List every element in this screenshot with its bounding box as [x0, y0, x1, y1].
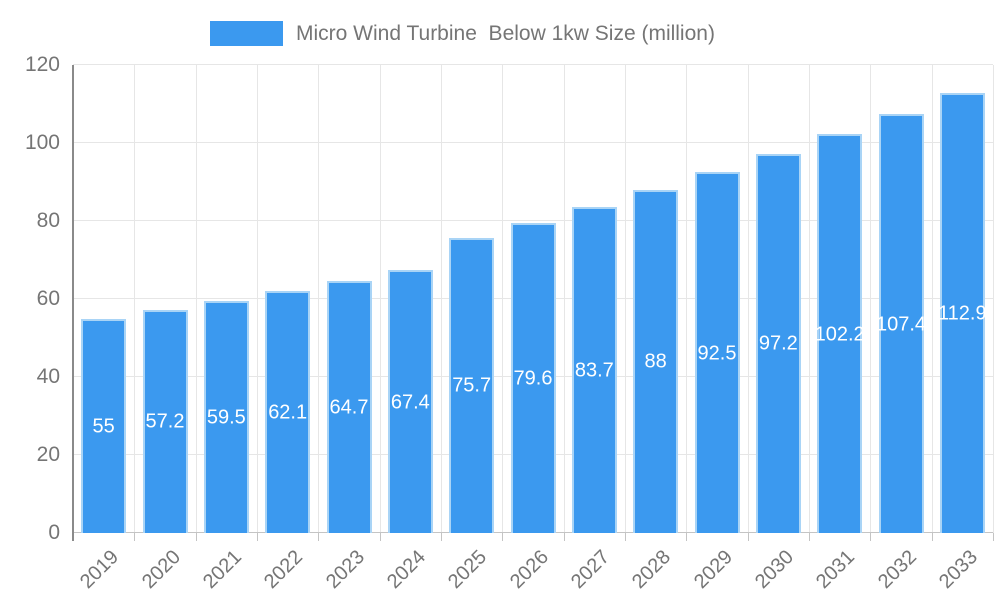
- v-gridline: [564, 65, 565, 533]
- x-axis-tick: [932, 533, 933, 541]
- y-tick-label: 120: [24, 53, 60, 76]
- x-tick-label: 2026: [505, 546, 553, 594]
- v-gridline: [196, 65, 197, 533]
- y-tick-label: 0: [48, 521, 60, 544]
- bar-value-label: 83.7: [574, 359, 614, 382]
- bar-value-label: 88: [644, 350, 667, 373]
- v-gridline: [686, 65, 687, 533]
- bar-value-label: 112.9: [938, 302, 987, 325]
- v-gridline: [993, 65, 994, 533]
- x-axis-tick: [380, 533, 381, 541]
- x-tick-label: 2020: [137, 546, 185, 594]
- y-tick-label: 100: [24, 131, 60, 154]
- v-gridline: [318, 65, 319, 533]
- bar: 83.7: [571, 206, 617, 533]
- bar-value-label: 102.2: [814, 323, 865, 346]
- x-tick-label: 2024: [382, 546, 430, 594]
- x-tick-label: 2030: [750, 546, 798, 594]
- x-axis-tick: [134, 533, 135, 541]
- x-axis-tick: [870, 533, 871, 541]
- v-gridline: [748, 65, 749, 533]
- bar: 107.4: [875, 114, 927, 533]
- x-tick-label: 2023: [321, 546, 369, 594]
- x-axis-tick: [686, 533, 687, 541]
- v-gridline: [380, 65, 381, 533]
- x-axis-tick: [993, 533, 994, 541]
- v-gridline: [870, 65, 871, 533]
- x-axis-tick: [748, 533, 749, 541]
- v-gridline: [809, 65, 810, 533]
- legend-swatch: [210, 21, 283, 46]
- x-axis-tick: [318, 533, 319, 541]
- legend-label: Micro Wind Turbine Below 1kw Size (milli…: [296, 22, 715, 45]
- v-gridline: [441, 65, 442, 533]
- bar-value-label: 107.4: [875, 313, 927, 336]
- v-gridline: [625, 65, 626, 533]
- bar: 67.4: [387, 270, 433, 533]
- bar-value-label: 64.7: [329, 396, 369, 419]
- bar-value-label: 92.5: [697, 342, 737, 365]
- x-tick-label: 2025: [444, 546, 492, 594]
- x-axis-tick: [257, 533, 258, 541]
- x-axis-tick: [441, 533, 442, 541]
- bar: 88: [633, 189, 679, 533]
- v-gridline: [257, 65, 258, 533]
- bar-value-label: 62.1: [268, 401, 308, 424]
- y-tick-label: 80: [36, 209, 60, 232]
- x-tick-label: 2029: [689, 546, 737, 594]
- h-gridline: [73, 220, 993, 221]
- x-tick-label: 2028: [628, 546, 676, 594]
- y-axis-line: [72, 65, 74, 541]
- chart-legend-item[interactable]: Micro Wind Turbine Below 1kw Size (milli…: [210, 21, 715, 46]
- x-axis-tick: [809, 533, 810, 541]
- x-tick-label: 2019: [76, 546, 124, 594]
- bar: 55: [81, 318, 127, 533]
- bar: 64.7: [326, 280, 372, 533]
- bar: 112.9: [938, 92, 987, 533]
- plot-area: 55 57.2 59.5 62.1 64.7 67.4 75.7 79.6 83.7 88 92.5…: [72, 64, 994, 541]
- x-axis-tick: [196, 533, 197, 541]
- x-tick-label: 2021: [198, 546, 246, 594]
- bar: 102.2: [814, 134, 865, 533]
- bar-value-label: 55: [92, 415, 115, 438]
- bar: 75.7: [449, 237, 495, 533]
- x-tick-label: 2027: [566, 546, 614, 594]
- x-tick-label: 2033: [934, 546, 982, 594]
- v-gridline: [502, 65, 503, 533]
- x-axis-tick: [564, 533, 565, 541]
- y-tick-label: 40: [36, 365, 60, 388]
- bar-value-label: 75.7: [452, 374, 492, 397]
- h-gridline: [73, 64, 993, 65]
- x-axis-tick: [625, 533, 626, 541]
- bar: 97.2: [755, 153, 801, 533]
- bar-value-label: 57.2: [145, 410, 185, 433]
- v-gridline: [134, 65, 135, 533]
- y-tick-label: 20: [36, 443, 60, 466]
- bar-value-label: 97.2: [758, 332, 798, 355]
- x-tick-label: 2032: [873, 546, 921, 594]
- bar-value-label: 67.4: [390, 391, 430, 414]
- bar-value-label: 59.5: [206, 406, 246, 429]
- v-gridline: [932, 65, 933, 533]
- h-gridline: [73, 142, 993, 143]
- bar: 62.1: [265, 290, 311, 533]
- bar: 79.6: [510, 222, 556, 533]
- x-axis-tick: [502, 533, 503, 541]
- bar: 59.5: [203, 301, 249, 533]
- bar: 57.2: [142, 309, 188, 533]
- x-tick-label: 2031: [812, 546, 860, 594]
- x-tick-label: 2022: [260, 546, 308, 594]
- bar: 92.5: [694, 172, 740, 533]
- bar-value-label: 79.6: [513, 367, 553, 390]
- y-tick-label: 60: [36, 287, 60, 310]
